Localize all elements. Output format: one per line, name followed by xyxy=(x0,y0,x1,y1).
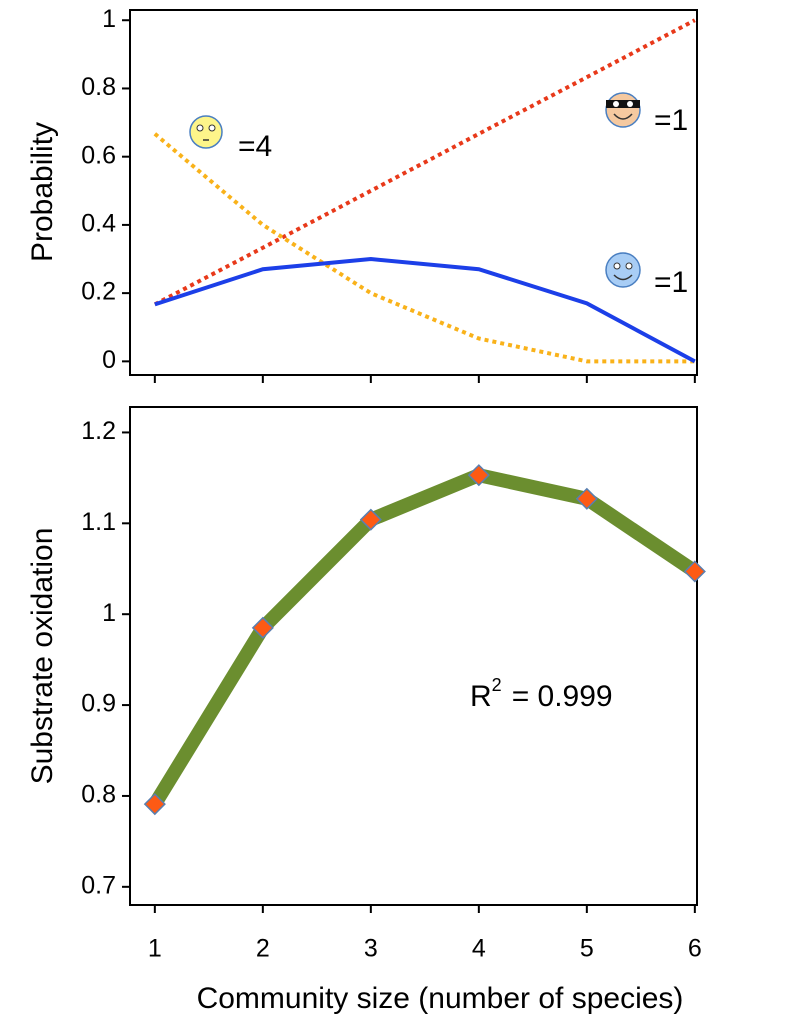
marker xyxy=(359,508,382,531)
x-tick-label: 3 xyxy=(364,935,378,963)
x-tick-label: 4 xyxy=(472,935,486,963)
y-tick-label: 0.4 xyxy=(81,210,116,238)
y-tick-label: 0.8 xyxy=(81,781,116,809)
series-line xyxy=(154,257,696,364)
panel-frame xyxy=(129,9,698,376)
y-tick-label: 1 xyxy=(102,5,116,33)
marker xyxy=(251,616,274,639)
x-tick-label: 6 xyxy=(688,935,702,963)
y-tick-label: 0.8 xyxy=(81,73,116,101)
marker xyxy=(683,560,706,583)
annotation: =1 xyxy=(654,266,688,299)
marker xyxy=(575,487,598,510)
face-icon xyxy=(605,252,641,288)
y-axis-label: Substrate oxidation xyxy=(26,528,59,785)
series-line xyxy=(148,467,699,808)
y-tick-label: 1.2 xyxy=(81,417,116,445)
r-squared-base: R xyxy=(470,680,492,713)
series-line xyxy=(153,132,695,364)
y-tick-label: 0 xyxy=(102,346,116,374)
y-tick-label: 1.1 xyxy=(81,508,116,536)
r-squared: R2 = 0.999 xyxy=(470,675,613,713)
face-icon xyxy=(189,115,223,149)
x-tick-label: 5 xyxy=(580,935,594,963)
r-squared-value: = 0.999 xyxy=(512,680,613,713)
x-tick-label: 1 xyxy=(148,935,162,963)
r-squared-sup: 2 xyxy=(492,675,502,695)
face-icon xyxy=(605,92,641,128)
x-tick-label: 2 xyxy=(256,935,270,963)
y-axis-label: Probability xyxy=(26,122,59,262)
y-tick-label: 0.2 xyxy=(81,278,116,306)
y-tick-label: 1 xyxy=(102,599,116,627)
y-tick-label: 0.6 xyxy=(81,141,116,169)
x-axis-label: Community size (number of species) xyxy=(197,982,684,1015)
marker xyxy=(467,464,490,487)
annotation: =4 xyxy=(238,130,272,163)
marker xyxy=(143,793,166,816)
series-line xyxy=(153,18,696,307)
y-tick-label: 0.9 xyxy=(81,690,116,718)
y-tick-label: 0.7 xyxy=(81,871,116,899)
panel-frame xyxy=(129,406,698,906)
annotation: =1 xyxy=(654,104,688,137)
